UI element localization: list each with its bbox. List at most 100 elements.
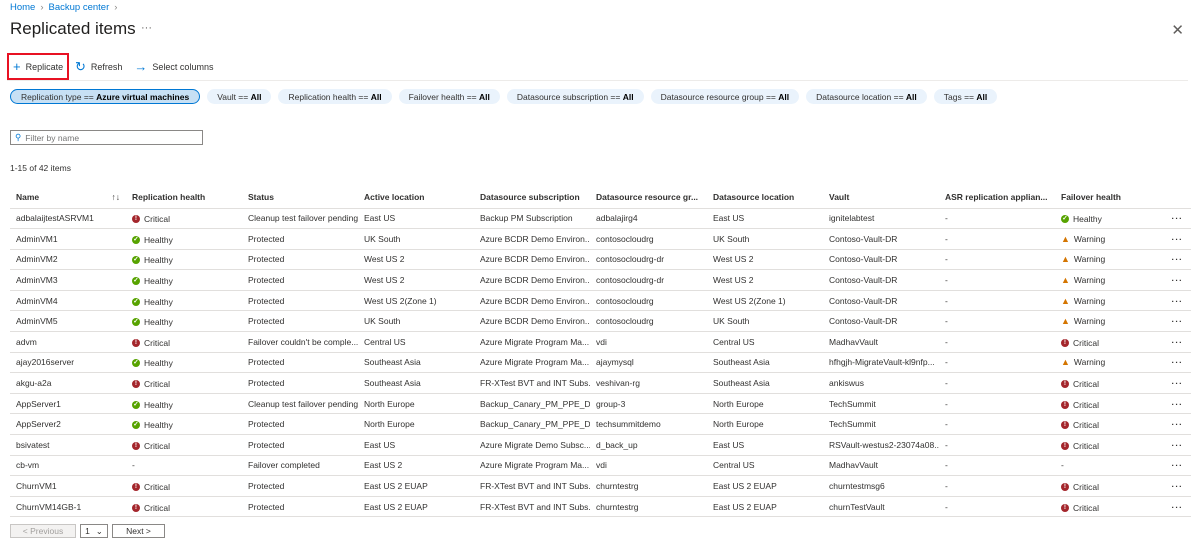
health-label: Critical [144,482,170,493]
select-columns-button[interactable]: → Select columns [128,53,219,80]
row-more-icon[interactable]: ··· [1155,454,1191,476]
health-label: Healthy [1073,214,1102,225]
cell-text: Central US [364,336,406,347]
table-row[interactable]: AdminVM3 ✓ Healthy Protected West US 2 Azure … [10,269,1191,291]
table-cell[interactable]: adbalaijtestASRVM1 [10,207,126,229]
row-more-icon[interactable]: ··· [1155,310,1191,332]
column-header[interactable]: Datasource location [707,187,823,208]
health-label: Critical [144,214,170,225]
table-row[interactable]: ajay2016server ✓ Healthy Protected Southeast… [10,351,1191,373]
filter-pill[interactable]: Replication type == Azure virtual machin… [10,89,201,104]
table-row[interactable]: bsivatest! Critical Protected East US Azure … [10,434,1191,456]
row-more-icon[interactable]: ··· [1155,207,1191,229]
table-cell: Protected [242,413,358,435]
refresh-button[interactable]: ↻ Refresh [69,53,128,80]
table-cell: East US 2 EUAP [358,475,474,497]
table-row[interactable]: ChurnVM14GB-1! Critical Protected East US 2… [10,495,1191,518]
column-header-label: Datasource resource gr... [596,192,699,203]
page-select[interactable]: 1 ⌄ [80,524,108,538]
breadcrumb-backup-center[interactable]: Backup center [48,2,110,13]
healthy-icon: ✓ [132,359,140,368]
filter-box[interactable]: ⚲ [10,130,203,145]
column-header[interactable]: Status [242,187,358,208]
more-icon[interactable]: ··· [141,22,152,34]
previous-button[interactable]: < Previous [10,524,76,538]
row-more-icon[interactable]: ··· [1155,289,1191,311]
table-cell: ! Critical [126,372,242,394]
table-cell[interactable]: AppServer1 [10,392,126,414]
table-cell[interactable]: AdminVM1 [10,228,126,250]
table-row[interactable]: AdminVM4 ✓ Healthy Protected West US 2(Zone … [10,289,1191,311]
row-more-icon[interactable]: ··· [1155,372,1191,394]
table-cell[interactable]: ChurnVM14GB-1 [10,495,126,518]
table-cell[interactable]: AdminVM5 [10,310,126,332]
row-more-icon[interactable]: ··· [1155,475,1191,497]
column-header[interactable]: Failover health [1055,187,1155,208]
close-icon[interactable]: ✕ [1171,22,1184,39]
filter-pill[interactable]: Failover health == All [398,89,500,104]
table-cell[interactable]: cb-vm [10,454,126,476]
column-header[interactable]: Datasource resource gr... [590,187,707,208]
row-more-icon[interactable]: ··· [1155,331,1191,353]
cell-text: East US [364,439,396,450]
table-row[interactable]: AppServer1 ✓ Healthy Cleanup test failover … [10,392,1191,414]
table-cell[interactable]: AppServer2 [10,413,126,435]
table-cell: hfhgjh-MigrateVault-kl9nfp... [823,351,939,373]
cell-text: Protected [248,316,285,327]
table-cell[interactable]: advm [10,331,126,353]
column-header[interactable]: Active location [358,187,474,208]
column-header[interactable]: Vault [823,187,939,208]
row-more-icon[interactable]: ··· [1155,228,1191,250]
filter-pill[interactable]: Vault == All [207,89,272,104]
table-row[interactable]: ChurnVM1! Critical Protected East US 2 EUAP… [10,475,1191,497]
row-more-icon[interactable]: ··· [1155,248,1191,270]
next-button[interactable]: Next > [112,524,165,538]
sort-icon[interactable]: ↑↓ [111,192,121,203]
row-more-icon[interactable]: ··· [1155,413,1191,435]
filter-pill[interactable]: Replication health == All [278,89,392,104]
table-row[interactable]: AdminVM2 ✓ Healthy Protected West US 2 Azure … [10,248,1191,270]
row-more-icon[interactable]: ··· [1155,392,1191,414]
table-cell[interactable]: AdminVM3 [10,269,126,291]
table-row[interactable]: cb-vm - Failover completed East US 2 Azure M… [10,454,1191,476]
filter-pill[interactable]: Datasource location == All [806,89,927,104]
table-cell: ajaymysql [590,351,707,373]
filter-label: Replication health == [288,91,371,102]
table-cell: ✓ Healthy [126,289,242,311]
cell-text: - [945,295,948,306]
breadcrumb-home[interactable]: Home [10,2,36,13]
table-row[interactable]: AdminVM1 ✓ Healthy Protected UK South Azure B… [10,228,1191,250]
cell-text: Azure Migrate Program Ma... [480,460,590,471]
table-cell[interactable]: bsivatest [10,434,126,456]
column-header[interactable]: Replication health [126,187,242,208]
filter-pill[interactable]: Tags == All [933,89,998,104]
warning-icon: ▲ [1061,357,1070,368]
table-row[interactable]: AdminVM5 ✓ Healthy Protected UK South Azure B… [10,310,1191,332]
filter-by-name-input[interactable] [25,132,196,143]
table-row[interactable]: AppServer2 ✓ Healthy Protected North Europe B… [10,413,1191,435]
table-cell[interactable]: AdminVM2 [10,248,126,270]
table-cell: ! Critical [1055,392,1155,414]
table-cell[interactable]: AdminVM4 [10,289,126,311]
table-cell: Azure BCDR Demo Environ... [474,228,590,250]
filter-pill[interactable]: Datasource subscription == All [506,89,644,104]
filter-pill[interactable]: Datasource resource group == All [650,89,800,104]
row-more-icon[interactable]: ··· [1155,434,1191,456]
table-cell[interactable]: akgu-a2a [10,372,126,394]
table-cell: - [939,289,1055,311]
health-label: Critical [144,337,170,348]
table-cell[interactable]: ajay2016server [10,351,126,373]
table-cell: Southeast Asia [707,372,823,394]
row-more-icon[interactable]: ··· [1155,495,1191,518]
column-header[interactable]: Name ↑↓ [10,187,126,208]
table-row[interactable]: advm! Critical Failover couldn't be comple… [10,331,1191,353]
column-header[interactable]: Datasource subscription [474,187,590,208]
table-cell: ! Critical [1055,331,1155,353]
table-row[interactable]: akgu-a2a! Critical Protected Southeast Asia… [10,372,1191,394]
row-more-icon[interactable]: ··· [1155,351,1191,373]
row-more-icon[interactable]: ··· [1155,269,1191,291]
column-header[interactable]: ASR replication applian... [939,187,1055,208]
table-row[interactable]: adbalaijtestASRVM1! Critical Cleanup test … [10,207,1191,229]
table-cell[interactable]: ChurnVM1 [10,475,126,497]
replicate-button[interactable]: + Replicate [7,53,69,80]
